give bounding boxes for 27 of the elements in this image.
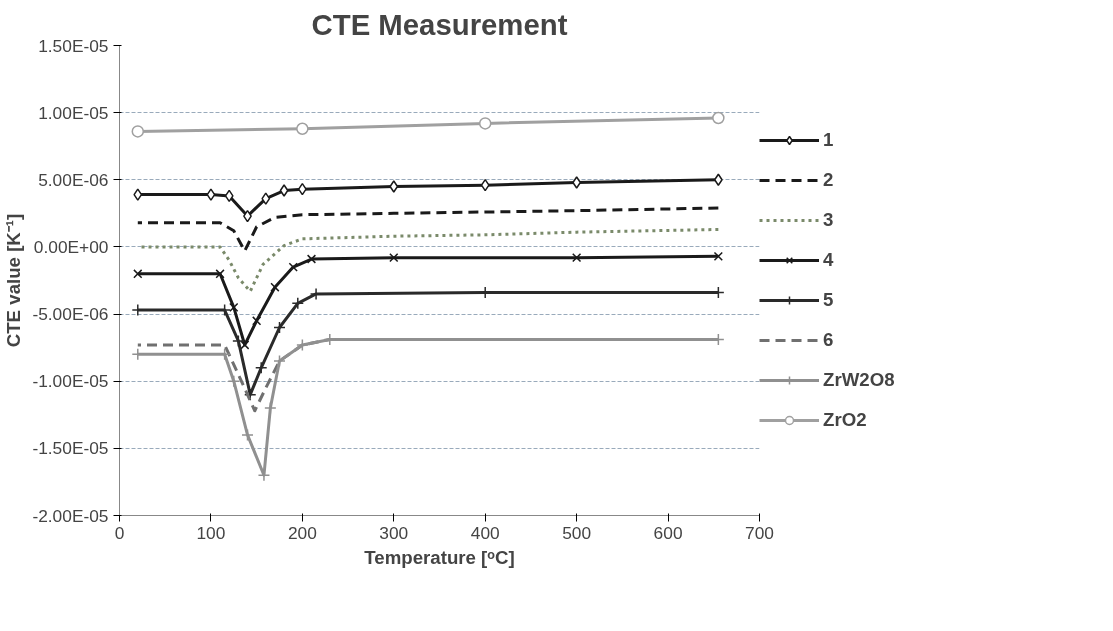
- x-tick-label: 0: [114, 522, 125, 543]
- y-tick-label: -5.00E-06: [32, 304, 109, 325]
- chart-title: CTE Measurement: [311, 7, 568, 41]
- x-tick-label: 100: [196, 522, 226, 543]
- y-tick-label: -1.50E-05: [32, 438, 109, 459]
- y-tick-label: 1.50E-05: [38, 35, 109, 56]
- y-axis-title: CTE value [K⁻¹]: [3, 213, 25, 348]
- legend-label: 5: [823, 289, 834, 311]
- x-tick-label: 500: [562, 522, 592, 543]
- legend-label: 1: [823, 129, 834, 151]
- y-tick-label: 1.00E-05: [38, 102, 109, 123]
- x-tick-label: 200: [287, 522, 317, 543]
- legend-label: 4: [823, 249, 834, 271]
- y-tick-label: -1.00E-05: [32, 371, 109, 392]
- legend-label: ZrO2: [823, 409, 867, 431]
- y-tick-label: -2.00E-05: [32, 505, 109, 526]
- x-axis-title: Temperature [ᵒC]: [364, 546, 515, 568]
- legend-label: ZrW2O8: [823, 369, 895, 391]
- x-tick-label: 700: [745, 522, 774, 543]
- x-tick-label: 600: [653, 522, 683, 543]
- legend-label: 2: [823, 169, 834, 191]
- x-tick-label: 400: [470, 522, 500, 543]
- y-tick-label: 5.00E-06: [38, 169, 109, 190]
- legend-label: 3: [823, 209, 834, 231]
- x-tick-label: 300: [379, 522, 409, 543]
- y-tick-label: 0.00E+00: [33, 236, 109, 257]
- legend-label: 6: [823, 329, 834, 351]
